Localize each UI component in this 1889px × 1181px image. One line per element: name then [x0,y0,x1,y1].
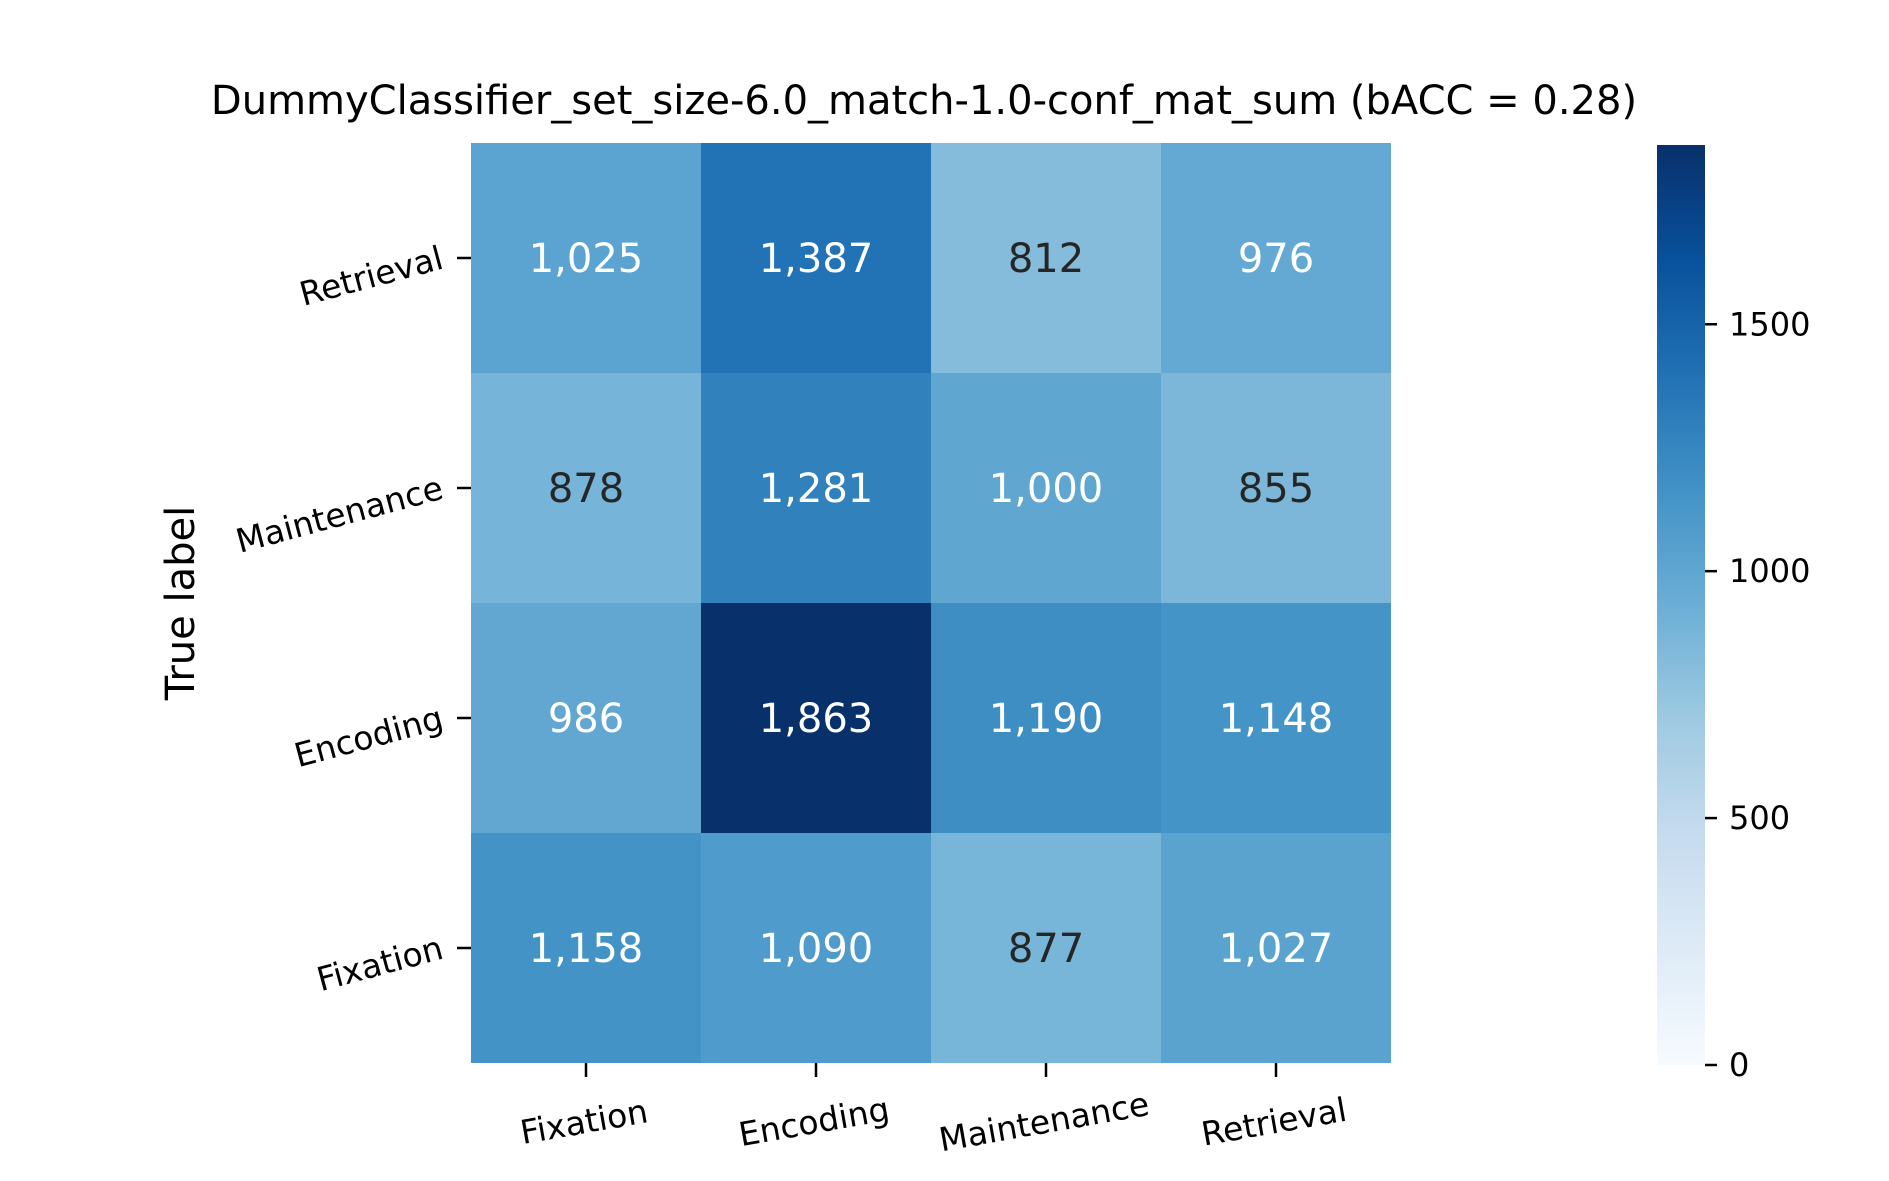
y-tick-label: Fixation [313,928,447,999]
heatmap-cell [931,143,1161,373]
heatmap-cell [701,143,931,373]
cell-value-label: 976 [1238,236,1314,282]
heatmap-cell [1161,833,1391,1063]
colorbar-tick-label: 1000 [1729,552,1810,590]
cell-value-label: 1,190 [989,696,1104,742]
heatmap-cell [931,373,1161,603]
cell-value-label: 1,387 [759,236,874,282]
cell-value-label: 1,863 [759,696,874,742]
heatmap-cell [1161,373,1391,603]
cell-value-label: 877 [1008,926,1084,972]
heatmap-cell [701,833,931,1063]
x-tick-label: Encoding [736,1089,893,1154]
y-axis-ticks: Retrieval Maintenance Encoding Fixation [232,238,471,999]
heatmap-cell [471,373,701,603]
cell-value-label: 1,148 [1219,696,1334,742]
cell-value-label: 1,281 [759,466,874,512]
heatmap-cell [1161,603,1391,833]
heatmap-cell [1161,143,1391,373]
heatmap-cell [471,833,701,1063]
x-tick-label: Retrieval [1198,1090,1349,1154]
heatmap-cell [701,603,931,833]
y-tick-label: Maintenance [232,468,447,561]
x-tick-label: Fixation [517,1091,651,1152]
colorbar-tick-label: 500 [1729,799,1790,837]
cell-value-label: 986 [548,696,624,742]
colorbar-tick-label: 1500 [1729,305,1810,343]
heatmap-cells [471,143,1391,1063]
heatmap-cell [931,833,1161,1063]
heatmap-cell [701,373,931,603]
cell-value-label: 878 [548,466,624,512]
heatmap-cell [931,603,1161,833]
x-axis-ticks: Fixation Encoding Maintenance Retrieval [517,1063,1350,1159]
x-tick-label: Maintenance [936,1084,1152,1159]
heatmap-cell [471,603,701,833]
chart-title: DummyClassifier_set_size-6.0_match-1.0-c… [211,78,1637,124]
colorbar-ticks: 0 500 1000 1500 [1705,305,1810,1084]
colorbar [1657,145,1705,1065]
cell-value-label: 1,000 [989,466,1104,512]
y-tick-label: Encoding [290,698,447,775]
cell-value-label: 1,025 [529,236,644,282]
cell-value-label: 1,158 [529,926,644,972]
cell-value-label: 812 [1008,236,1084,282]
colorbar-tick-label: 0 [1729,1046,1749,1084]
heatmap-cell-labels: 1,025 1,387 812 976 878 1,281 1,000 855 986 1,863… [529,236,1334,972]
y-tick-label: Retrieval [295,238,447,314]
heatmap-cell [471,143,701,373]
cell-value-label: 1,027 [1219,926,1334,972]
y-axis-label: True label [158,506,204,701]
cell-value-label: 1,090 [759,926,874,972]
cell-value-label: 855 [1238,466,1314,512]
